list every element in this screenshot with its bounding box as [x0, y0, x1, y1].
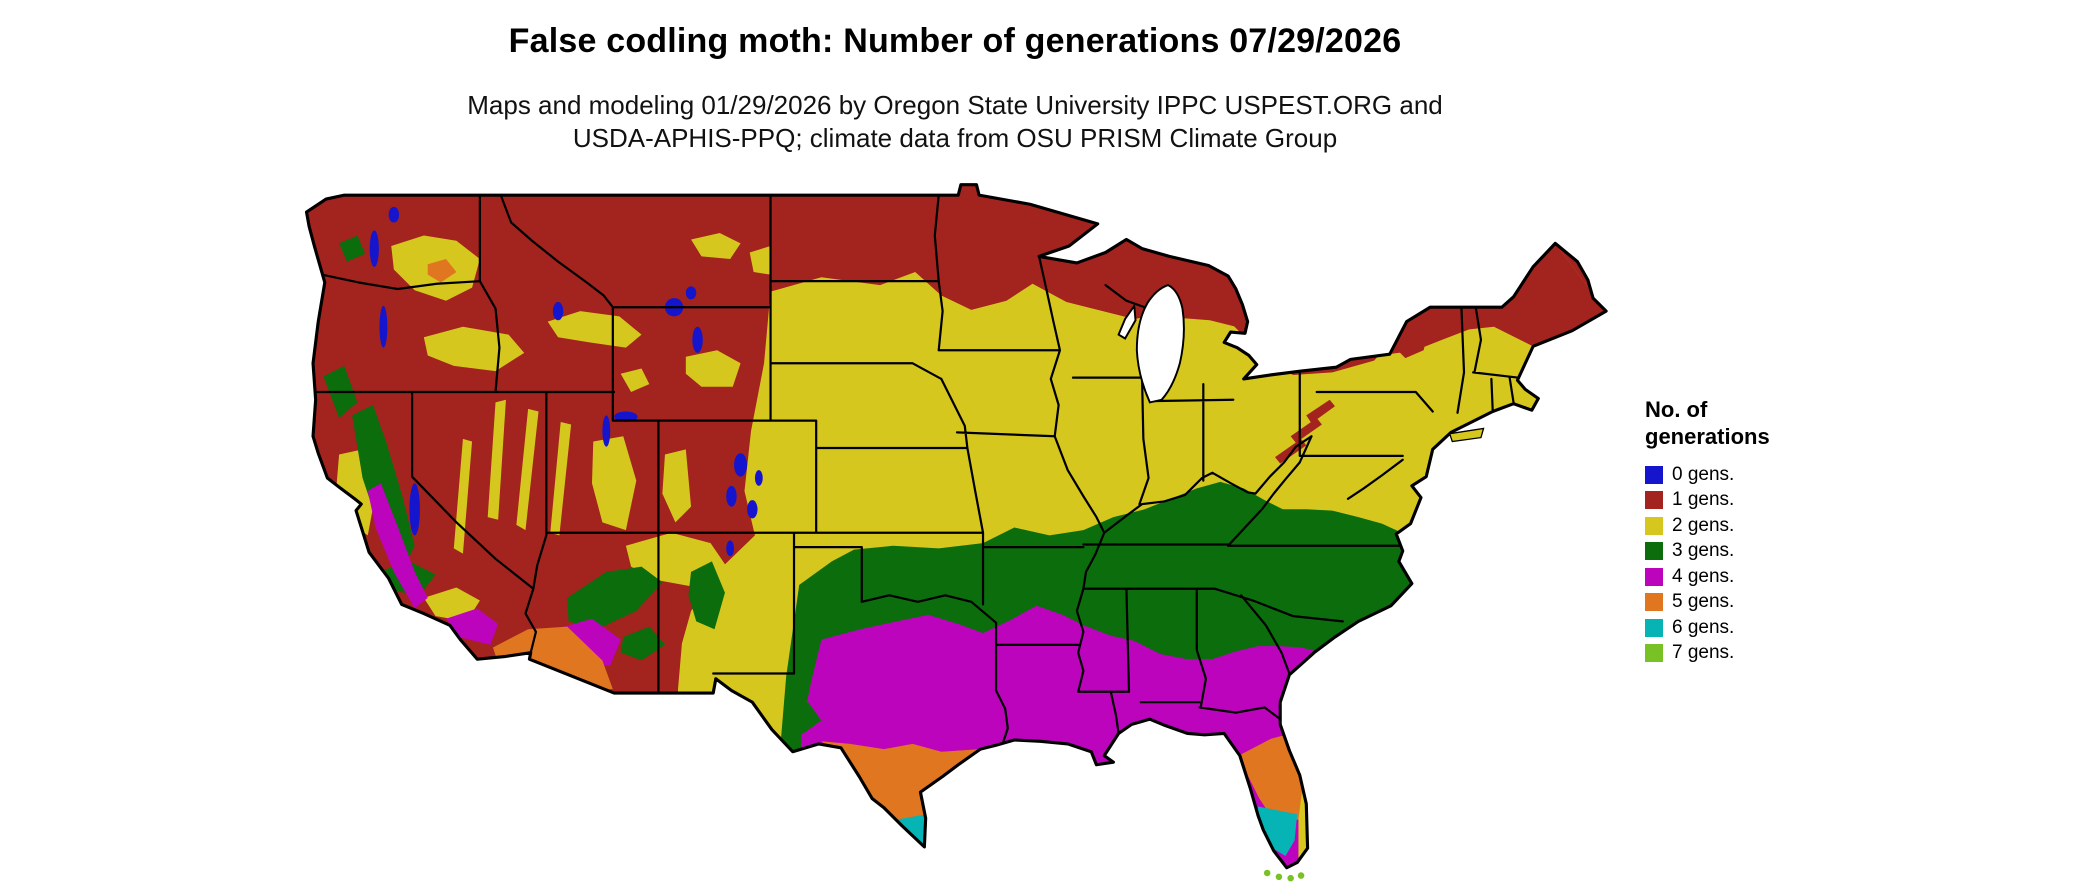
- legend-item: 1 gens.: [1645, 488, 1770, 514]
- legend-swatch-6-gens: [1645, 618, 1663, 637]
- legend-item: 2 gens.: [1645, 513, 1770, 539]
- lake-michigan: [1117, 284, 1185, 404]
- legend-title-line1: No. of: [1645, 397, 1708, 422]
- legend-item: 0 gens.: [1645, 462, 1770, 488]
- map-subtitle-line2: USDA-APHIS-PPQ; climate data from OSU PR…: [572, 123, 1338, 153]
- legend-item: 5 gens.: [1645, 590, 1770, 616]
- legend-label: 2 gens.: [1672, 514, 1735, 536]
- legend-label: 4 gens.: [1672, 565, 1735, 587]
- legend-swatch-4-gens: [1645, 567, 1663, 586]
- legend-swatch-7-gens: [1645, 644, 1663, 663]
- west-3-gens-patches: [323, 235, 822, 734]
- state-borders: [311, 194, 1531, 746]
- legend-item: 4 gens.: [1645, 564, 1770, 590]
- legend-items: 0 gens. 1 gens. 2 gens. 3 gens. 4 gens. …: [1645, 462, 1770, 666]
- west-4-gens-patches: [367, 483, 621, 666]
- legend-title: No. of generations: [1645, 396, 1770, 450]
- long-island: [1448, 427, 1485, 443]
- us-outline: [304, 183, 1608, 870]
- legend-label: 7 gens.: [1672, 642, 1735, 664]
- region-6-gens: [896, 806, 1298, 857]
- legend-title-line2: generations: [1645, 424, 1770, 449]
- legend-label: 6 gens.: [1672, 616, 1735, 638]
- legend-swatch-1-gens: [1645, 491, 1663, 510]
- legend-swatch-3-gens: [1645, 542, 1663, 561]
- legend-item: 7 gens.: [1645, 641, 1770, 667]
- legend: No. of generations 0 gens. 1 gens. 2 gen…: [1645, 396, 1770, 666]
- legend-item: 3 gens.: [1645, 539, 1770, 565]
- legend-item: 6 gens.: [1645, 615, 1770, 641]
- legend-label: 0 gens.: [1672, 463, 1735, 485]
- legend-swatch-2-gens: [1645, 516, 1663, 535]
- map-title: False codling moth: Number of generation…: [508, 22, 1402, 60]
- map-fill-layers: [306, 184, 1607, 868]
- map-area: [300, 178, 1610, 892]
- legend-label: 3 gens.: [1672, 540, 1735, 562]
- map-subtitle-line1: Maps and modeling 01/29/2026 by Oregon S…: [467, 90, 1443, 120]
- us-generations-map: [304, 183, 1608, 882]
- florida-keys-7-gens: [1263, 869, 1305, 882]
- legend-swatch-5-gens: [1645, 593, 1663, 612]
- legend-label: 1 gens.: [1672, 489, 1735, 511]
- figure-header: False codling moth: Number of generation…: [0, 22, 1910, 155]
- legend-swatch-0-gens: [1645, 465, 1663, 484]
- legend-label: 5 gens.: [1672, 591, 1735, 613]
